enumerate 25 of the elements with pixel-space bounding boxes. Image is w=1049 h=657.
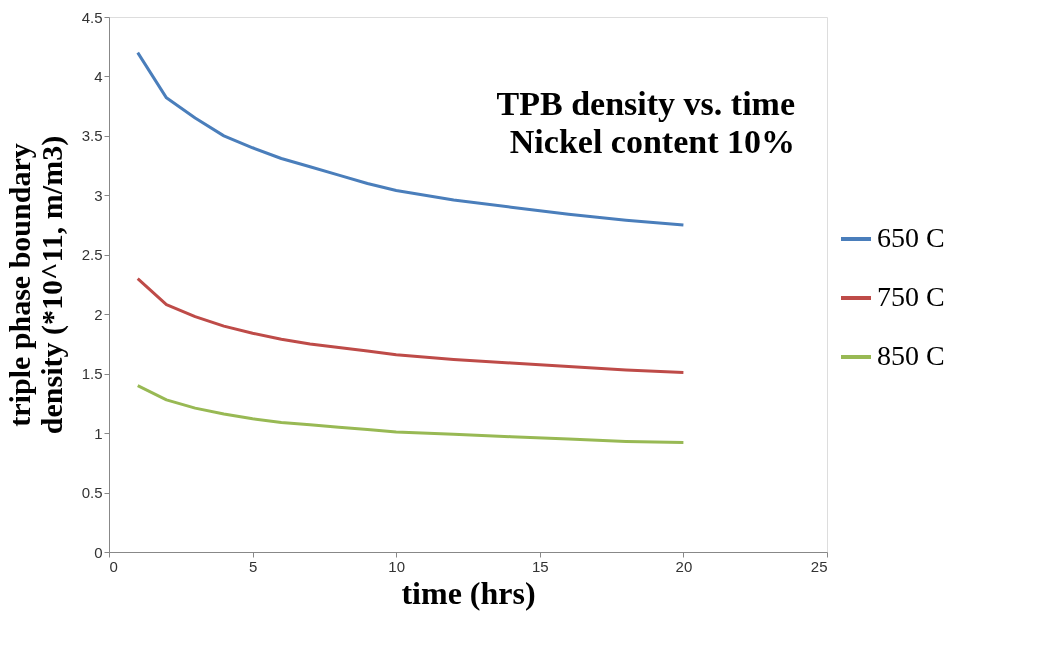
y-tick-label: 0.5 [81,484,103,502]
x-tick-label: 25 [810,557,828,575]
x-tick-label: 5 [248,557,258,575]
text: Nickel content 10% [509,123,795,160]
x-tick-label: 20 [675,557,693,575]
line-series [136,277,685,374]
legend-label: 650 C [877,222,945,253]
y-tick-label: 4 [94,67,103,85]
x-tick-label: 15 [531,557,549,575]
legend-label: 750 C [877,281,945,312]
legend-label: 850 C [877,340,945,371]
text: TPB density vs. time [496,85,795,122]
y-axis-title: triple phase boundary density (*10^11, m/m3) [2,135,69,435]
y-tick-label: 2.5 [81,246,103,264]
y-tick-label: 3 [94,186,103,204]
x-axis-title: time (hrs) [401,574,536,611]
y-tick-label: 1 [94,424,103,442]
y-tick-label: 3.5 [81,127,103,145]
x-tick-label: 10 [388,557,406,575]
x-tick-label: 0 [109,557,118,575]
y-tick-label: 1.5 [81,365,103,383]
line-series [136,384,685,445]
y-tick-label: 2 [94,305,103,323]
y-tick-label: 4.5 [81,8,103,26]
y-tick-label: 0 [94,543,103,561]
